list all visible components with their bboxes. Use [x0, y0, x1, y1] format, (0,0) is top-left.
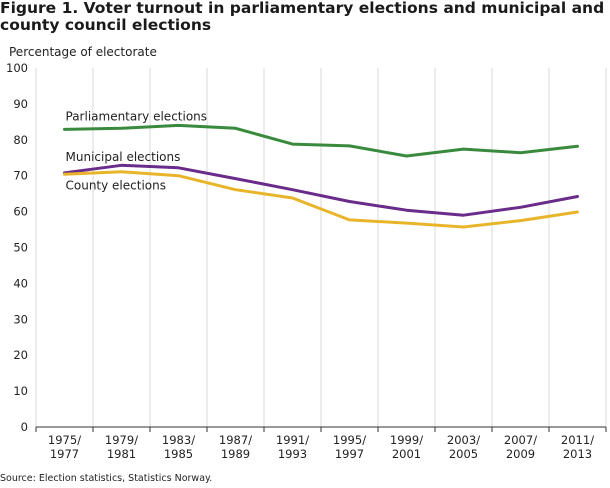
x-tick-label: 2011/2013 — [561, 433, 594, 461]
x-tick-label-line: 1983/ — [162, 433, 195, 447]
series-label: Parliamentary elections — [66, 109, 208, 123]
source-note: Source: Election statistics, Statistics … — [0, 473, 213, 484]
y-tick-label: 30 — [13, 312, 28, 326]
x-tick-label-line: 2003/ — [447, 433, 480, 447]
x-tick-label-line: 2001 — [392, 447, 421, 461]
chart-title: Figure 1. Voter turnout in parliamentary… — [0, 0, 605, 34]
series-line — [63, 170, 579, 229]
y-tick-label: 50 — [13, 241, 28, 255]
y-tick-label: 70 — [13, 169, 28, 183]
x-tick-label-line: 1979/ — [105, 433, 138, 447]
x-tick-label: 1983/1985 — [162, 433, 195, 461]
x-tick-label: 1999/2001 — [390, 433, 423, 461]
y-tick-label: 80 — [13, 133, 28, 147]
x-tick-label-line: 1993 — [278, 447, 307, 461]
series-label: Municipal elections — [66, 150, 181, 164]
x-tick-label-line: 2005 — [449, 447, 478, 461]
y-tick-label: 60 — [13, 205, 28, 219]
x-tick-label-line: 1995/ — [333, 433, 366, 447]
x-tick-label-line: 1981 — [107, 447, 136, 461]
x-tick-label-line: 1991/ — [276, 433, 309, 447]
x-tick-label-line: 1977 — [50, 447, 79, 461]
x-tick-label-line: 2009 — [506, 447, 535, 461]
y-axis-ticks: 0 10 20 30 40 50 60 70 80 90 100 — [6, 61, 28, 434]
y-axis-label: Percentage of electorate — [9, 45, 157, 59]
x-tick-label-line: 2011/ — [561, 433, 594, 447]
x-tick-label: 2003/2005 — [447, 433, 480, 461]
x-tick-label-line: 1985 — [164, 447, 193, 461]
series-line — [63, 163, 579, 217]
x-tick-label-line: 1975/ — [48, 433, 81, 447]
x-tick-label-line: 1987/ — [219, 433, 252, 447]
series-labels: Parliamentary elections Municipal electio… — [66, 109, 208, 192]
x-tick-label-line: 2007/ — [504, 433, 537, 447]
x-tick-label-line: 2013 — [563, 447, 592, 461]
x-tick-label: 1995/1997 — [333, 433, 366, 461]
y-tick-label: 100 — [6, 61, 28, 75]
x-tick-label: 2007/2009 — [504, 433, 537, 461]
series-line — [63, 123, 579, 158]
x-tick-label-line: 1989 — [221, 447, 250, 461]
x-tick-label-line: 1997 — [335, 447, 364, 461]
y-tick-label: 20 — [13, 348, 28, 362]
x-tick-label: 1975/1977 — [48, 433, 81, 461]
x-tick-label-line: 1999/ — [390, 433, 423, 447]
x-tick-label: 1991/1993 — [276, 433, 309, 461]
y-tick-label: 40 — [13, 276, 28, 290]
series-lines — [63, 123, 579, 229]
x-tick-label: 1979/1981 — [105, 433, 138, 461]
y-tick-label: 90 — [13, 97, 28, 111]
y-tick-label: 10 — [13, 384, 28, 398]
grid-lines — [35, 68, 607, 427]
x-axis: 1975/1977 1979/1981 1983/1985 1987/1989 1991… — [35, 426, 607, 461]
y-tick-label: 0 — [21, 420, 28, 434]
series-label: County elections — [66, 178, 167, 192]
x-tick-label: 1987/1989 — [219, 433, 252, 461]
